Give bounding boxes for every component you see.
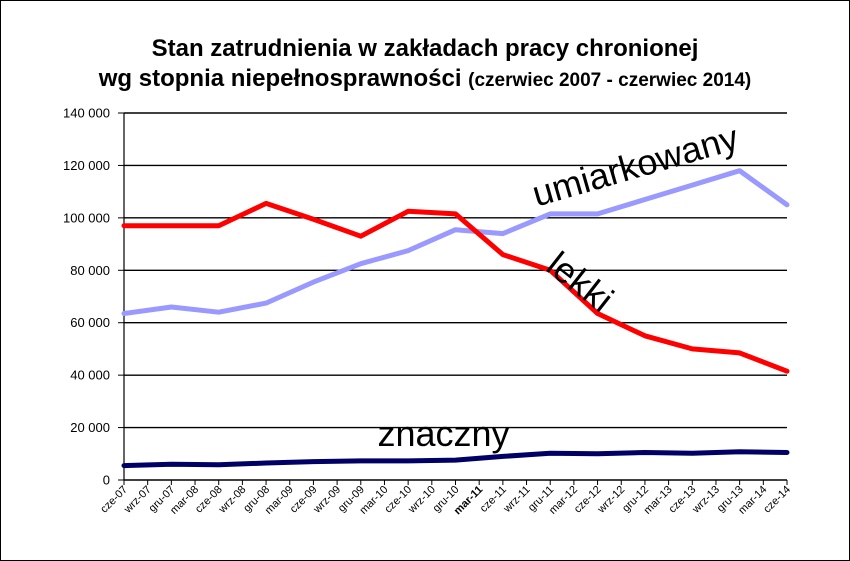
y-tick-label: 100 000 — [63, 210, 110, 225]
y-tick-label: 80 000 — [70, 263, 110, 278]
series-line-umiarkowany — [121, 168, 790, 316]
y-tick-label: 60 000 — [70, 315, 110, 330]
y-tick-label: 0 — [103, 473, 110, 488]
x-tick-label: wrz-11 — [501, 484, 533, 516]
x-tick-label: cze-14 — [761, 484, 793, 516]
chart-title-line2: wg stopnia niepełnosprawności (czerwiec … — [0, 64, 850, 96]
y-tick-label: 40 000 — [70, 368, 110, 383]
chart-title: Stan zatrudnienia w zakładach pracy chro… — [0, 34, 850, 96]
series-line-lekki — [121, 200, 790, 374]
y-axis: 0 20 000 40 000 60 000 80 000 100 000 120 000 1… — [63, 106, 125, 488]
x-axis: cze-07wrz-07gru-07mar-08cze-08wrz-08gru-… — [98, 479, 793, 517]
y-tick-label: 140 000 — [63, 106, 110, 121]
chart-title-line1: Stan zatrudnienia w zakładach pracy chro… — [151, 35, 699, 62]
chart-title-line2-main: wg stopnia niepełnosprawności — [98, 65, 462, 92]
series-lines — [121, 168, 790, 469]
grid-lines — [124, 112, 787, 429]
y-tick-label: 120 000 — [63, 158, 110, 173]
series-line-znaczny — [121, 449, 790, 469]
chart-title-line2-suffix: (czerwiec 2007 - czerwiec 2014) — [468, 70, 752, 91]
series-label-lekki: lekki — [539, 243, 621, 320]
y-tick-label: 20 000 — [70, 420, 110, 435]
series-label-znaczny: znaczny — [377, 413, 509, 454]
